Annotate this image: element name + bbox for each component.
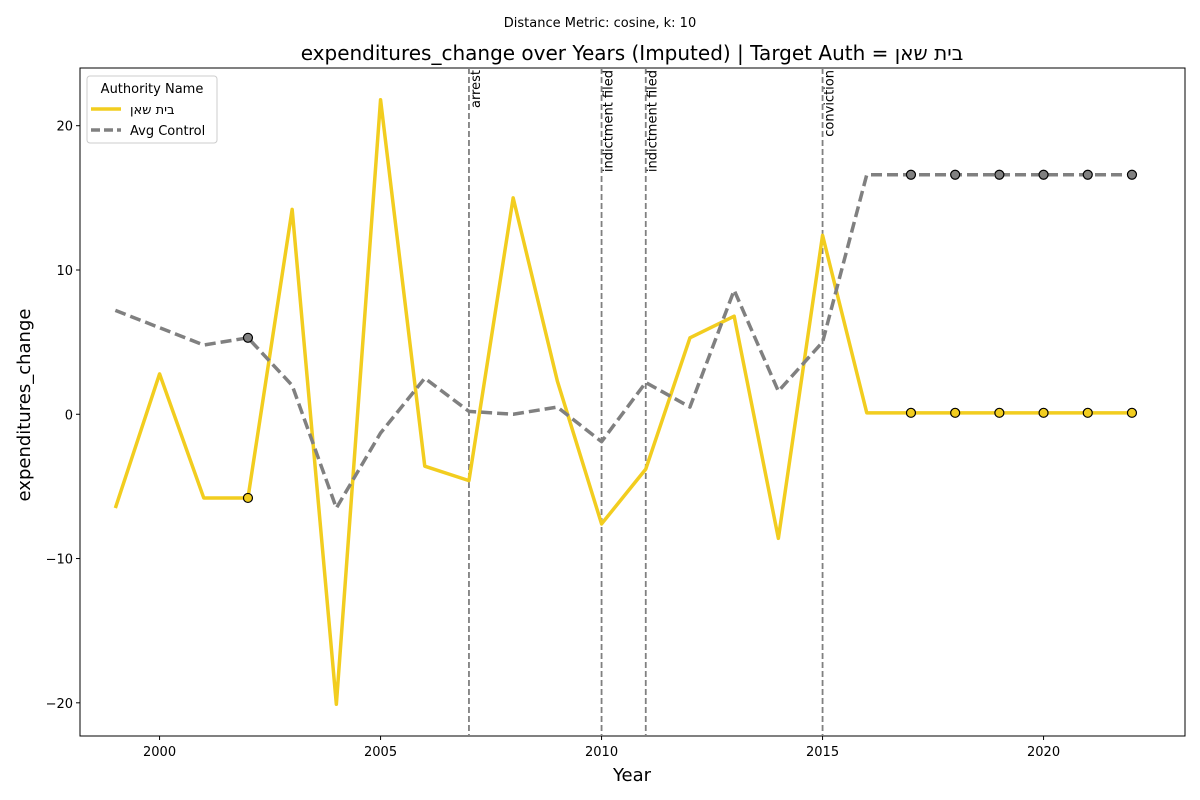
y-tick-label-0: −20	[46, 697, 73, 712]
y-tick-label-4: 20	[56, 120, 73, 135]
imputed-point-1-4	[1038, 169, 1049, 180]
x-tick-label-4: 2020	[1027, 745, 1060, 760]
series-line-1	[114, 173, 1132, 510]
imputed-point-0-2	[950, 407, 961, 418]
series-line-0	[113, 97, 1132, 707]
event-label-2: indictment filed	[646, 70, 661, 172]
x-tick-label-1: 2005	[364, 745, 397, 760]
y-tick-label-3: 10	[56, 264, 73, 279]
x-axis-label: Year	[612, 765, 652, 786]
legend-label-control: Avg Control	[130, 124, 205, 139]
imputed-point-1-5	[1082, 169, 1093, 180]
imputed-point-0-0	[242, 492, 254, 504]
imputed-point-0-1	[905, 407, 917, 418]
y-axis: −20 −10 0 10 20	[46, 120, 80, 712]
event-label-3: conviction	[822, 70, 837, 137]
imputed-point-1-3	[994, 169, 1005, 180]
x-tick-label-3: 2015	[806, 745, 839, 760]
event-label-1: indictment filed	[601, 70, 616, 172]
y-tick-label-2: 0	[65, 408, 73, 423]
legend-label-target: בית שאן	[130, 103, 175, 118]
legend: Authority Name בית שאן Avg Control	[86, 75, 218, 144]
imputed-point-0-6	[1126, 407, 1138, 418]
chart-suptitle: Distance Metric: cosine, k: 10	[504, 16, 696, 31]
x-axis: 2000 2005 2010 2015 2020	[143, 736, 1060, 760]
chart-title: expenditures_change over Years (Imputed)…	[301, 41, 964, 65]
imputed-point-1-6	[1126, 169, 1138, 180]
plot-area: arrest indictment filed indictment filed co…	[79, 67, 1186, 737]
imputed-point-0-3	[994, 407, 1005, 418]
x-tick-label-2: 2010	[585, 745, 618, 760]
y-axis-label: expenditures_change	[14, 309, 35, 502]
imputed-point-0-5	[1082, 407, 1093, 418]
x-tick-label-0: 2000	[143, 745, 176, 760]
imputed-point-1-2	[950, 169, 961, 180]
plot-frame	[79, 67, 1186, 737]
imputed-point-0-4	[1038, 407, 1049, 418]
imputed-point-1-0	[242, 332, 254, 343]
event-label-0: arrest	[469, 70, 484, 108]
legend-box	[86, 75, 218, 144]
y-tick-label-1: −10	[46, 553, 73, 568]
imputed-point-1-1	[905, 169, 917, 180]
legend-title: Authority Name	[101, 82, 204, 97]
